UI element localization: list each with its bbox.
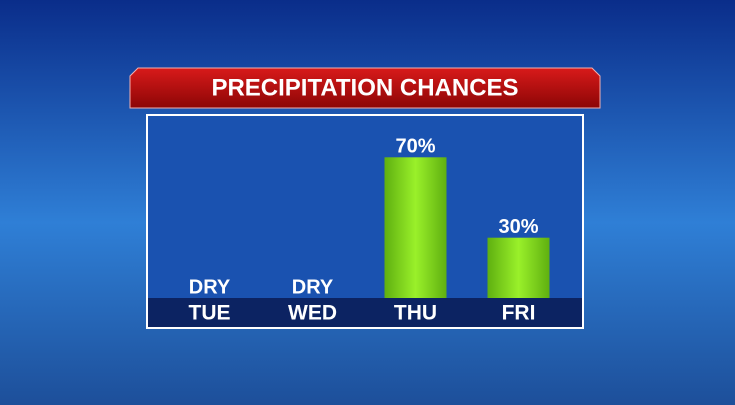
category-strip [148,298,582,327]
value-label: 30% [498,216,538,238]
bar [487,237,550,298]
value-label: 70% [395,136,435,158]
x-tick-label: FRI [502,302,536,325]
title-banner [129,67,601,109]
value-label: DRY [292,276,334,298]
x-tick-label: TUE [189,302,231,325]
value-label: DRY [189,276,231,298]
x-tick-label: THU [394,302,437,325]
chart-title: PRECIPITATION CHANCES [211,74,518,101]
bar [384,157,447,298]
x-tick-label: WED [288,302,337,325]
